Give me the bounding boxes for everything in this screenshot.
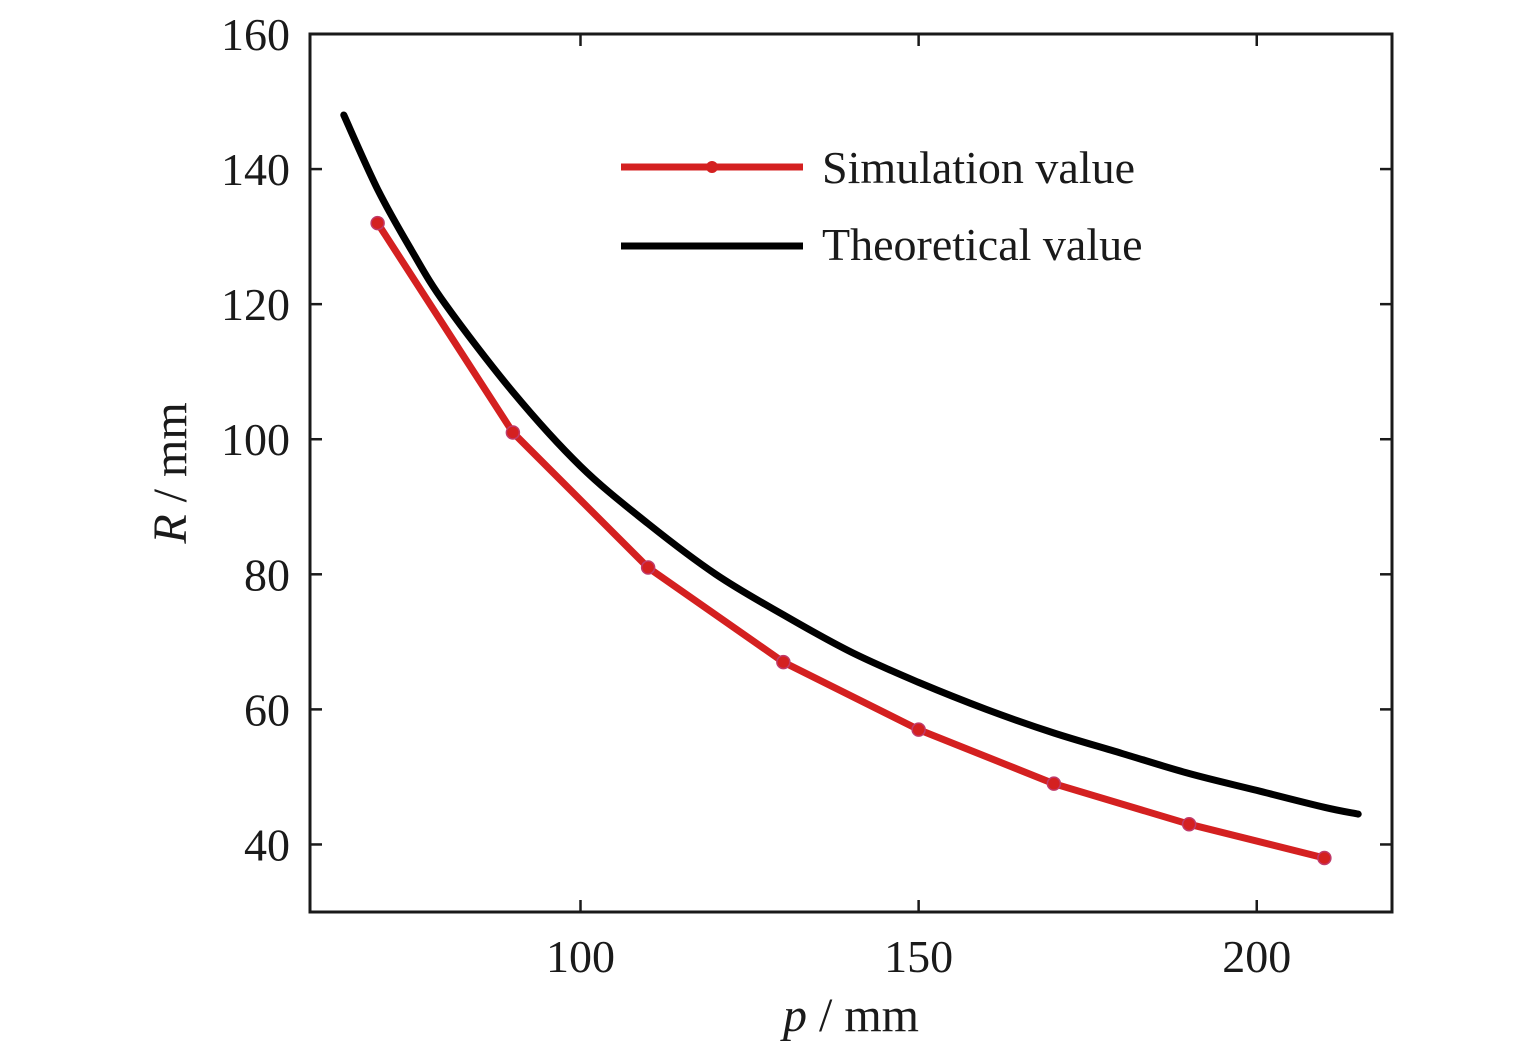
x-axis-label: p / mm xyxy=(780,989,919,1042)
data-point-simulation xyxy=(505,425,521,440)
legend-label-theoretical: Theoretical value xyxy=(822,219,1143,270)
series-layer xyxy=(340,111,1362,866)
y-axis-unit: / mm xyxy=(144,402,197,514)
y-tick-label: 80 xyxy=(244,549,290,600)
y-axis-label: R / mm xyxy=(144,402,197,544)
legend-label-simulation: Simulation value xyxy=(822,142,1135,193)
x-axis-var: p xyxy=(780,989,807,1042)
plot-frame xyxy=(308,32,1394,914)
data-point-simulation xyxy=(1181,816,1197,832)
data-point-simulation xyxy=(1317,850,1332,866)
data-point-simulation xyxy=(370,215,385,231)
data-point-simulation xyxy=(640,560,656,575)
x-axis-unit: / mm xyxy=(807,989,919,1042)
y-tick-label: 40 xyxy=(244,819,290,870)
series-line-theoretical xyxy=(340,111,1362,818)
data-point-simulation xyxy=(911,722,926,737)
legend: Simulation value Theoretical value xyxy=(621,142,1143,270)
x-tick-label: 150 xyxy=(884,931,953,982)
y-axis-var: R xyxy=(144,514,197,544)
y-tick-label: 120 xyxy=(221,279,290,330)
ticks-layer: 100 150 200 40 60 80 100 120 140 160 xyxy=(221,9,1392,982)
data-point-simulation xyxy=(1046,776,1062,791)
x-tick-label: 200 xyxy=(1222,931,1291,982)
y-tick-label: 160 xyxy=(221,9,290,60)
y-tick-label: 60 xyxy=(244,684,290,735)
y-tick-label: 100 xyxy=(221,414,290,465)
y-tick-label: 140 xyxy=(221,144,290,195)
data-point-simulation xyxy=(776,654,791,670)
x-tick-label: 100 xyxy=(546,931,615,982)
series-line-simulation xyxy=(374,219,1328,862)
legend-marker-simulation xyxy=(706,161,718,173)
